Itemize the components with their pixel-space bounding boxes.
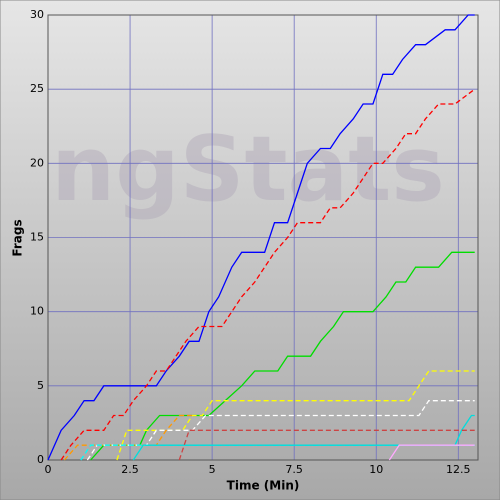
series-line	[90, 251, 475, 461]
series-line	[178, 429, 475, 461]
x-tick-label: 5	[209, 463, 216, 476]
series-line	[60, 88, 476, 461]
series-line	[63, 414, 193, 461]
y-tick-label: 5	[37, 379, 44, 392]
y-tick-label: 10	[30, 305, 44, 318]
y-tick-label: 25	[30, 82, 44, 95]
series-line	[388, 444, 475, 461]
x-axis-label: Time (Min)	[227, 479, 300, 493]
series-line	[132, 414, 475, 461]
y-tick-label: 0	[37, 453, 44, 466]
y-tick-label: 30	[30, 8, 44, 21]
series-line	[116, 370, 475, 461]
y-axis-label: Frags	[11, 219, 25, 256]
x-tick-label: 2.5	[121, 463, 139, 476]
x-tick-label: 12.5	[446, 463, 471, 476]
y-tick-label: 15	[30, 231, 44, 244]
plot-frame	[47, 14, 479, 461]
series-line	[47, 14, 475, 461]
y-tick-label: 20	[30, 156, 44, 169]
x-tick-label: 7.5	[285, 463, 303, 476]
watermark: ngStats	[51, 117, 445, 222]
x-tick-label: 10	[369, 463, 383, 476]
x-tick-label: 0	[45, 463, 52, 476]
